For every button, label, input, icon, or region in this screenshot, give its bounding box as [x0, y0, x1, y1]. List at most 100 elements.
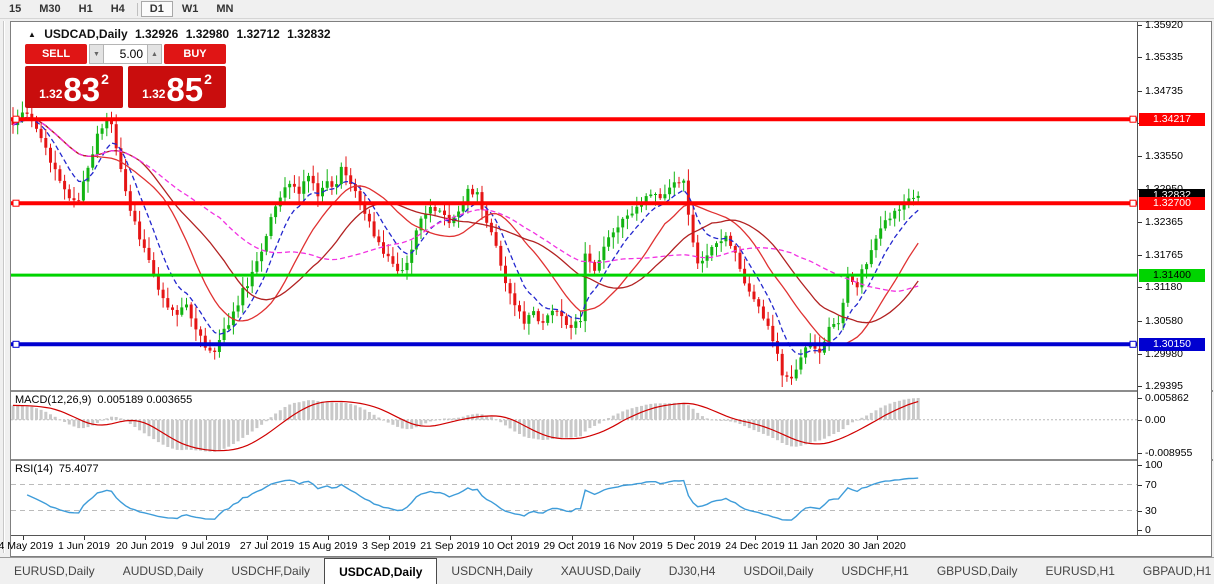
- price-tick-mark: [1138, 255, 1142, 256]
- price-tick-label: 1.29980: [1145, 348, 1183, 360]
- price-tick-mark: [1138, 354, 1142, 355]
- rsi-scale-tick: [1138, 465, 1142, 466]
- rsi-scale-tick: [1138, 530, 1142, 531]
- timeframe-button-H4[interactable]: H4: [110, 3, 125, 15]
- timeframe-toolbar: 15 M30 H1 H4 D1 W1 MN: [0, 0, 1214, 19]
- moving-average-lines: [12, 116, 919, 355]
- buy-price-big: 85: [166, 71, 204, 108]
- macd-scale-tick: [1138, 420, 1142, 421]
- date-label: 30 Jan 2020: [848, 540, 906, 552]
- price-tick-label: 1.35335: [1145, 51, 1183, 63]
- hline-tag-1.34217: 1.34217: [1139, 113, 1205, 126]
- pane-splitter-macd[interactable]: [11, 390, 1213, 392]
- hline-handle[interactable]: [12, 199, 20, 207]
- chart-tab-EURUSD-Daily[interactable]: EURUSD,Daily: [14, 564, 95, 578]
- rsi-scale-tick: [1138, 511, 1142, 512]
- hline-handle[interactable]: [1129, 340, 1137, 348]
- chart-tab-EURUSD-H1[interactable]: EURUSD,H1: [1045, 564, 1115, 578]
- date-label: 24 Dec 2019: [725, 540, 785, 552]
- chart-tab-DJ30-H4[interactable]: DJ30,H4: [668, 564, 716, 578]
- sell-price-prefix: 1.32: [39, 87, 63, 101]
- rsi-canvas[interactable]: [11, 461, 1137, 535]
- chart-tab-USDCHF-Daily[interactable]: USDCHF,Daily: [231, 564, 311, 578]
- date-label: 15 Aug 2019: [298, 540, 358, 552]
- timeframe-button-M30[interactable]: M30: [39, 3, 61, 15]
- date-tick-mark: [328, 536, 329, 540]
- macd-scale-label: 0.00: [1145, 414, 1166, 426]
- rsi-label: RSI(14) 75.4077: [15, 463, 99, 475]
- chart-tab-USDCAD-Daily[interactable]: USDCAD,Daily: [324, 558, 438, 584]
- sell-button[interactable]: SELL: [25, 44, 87, 64]
- timeframe-button-MN[interactable]: MN: [216, 3, 234, 15]
- hline-handle[interactable]: [12, 115, 20, 123]
- price-tick-mark: [1138, 222, 1142, 223]
- price-tick-mark: [1138, 91, 1142, 92]
- chart-tab-USDCNH-Daily[interactable]: USDCNH,Daily: [451, 564, 533, 578]
- buy-price-box[interactable]: 1.32 85 2: [128, 66, 226, 108]
- window-frame-groove: [3, 21, 5, 553]
- timeframe-button-15[interactable]: 15: [9, 3, 22, 15]
- date-tick-mark: [694, 536, 695, 540]
- date-tick-mark: [206, 536, 207, 540]
- chart-tab-USDCHF-H1[interactable]: USDCHF,H1: [841, 564, 909, 578]
- ohlc-open: 1.32926: [134, 27, 179, 41]
- price-tick-label: 1.30580: [1145, 315, 1183, 327]
- sell-price-big: 83: [63, 71, 101, 108]
- buy-price-pip: 2: [204, 71, 212, 87]
- date-label: 20 Jun 2019: [116, 540, 174, 552]
- rsi-scale-label: 70: [1145, 479, 1157, 491]
- macd-label: MACD(12,26,9) 0.005189 0.003655: [15, 394, 192, 406]
- price-axis[interactable]: 1.359201.353351.347351.341551.335501.329…: [1137, 19, 1211, 536]
- buy-button[interactable]: BUY: [164, 44, 226, 64]
- date-label: 21 Sep 2019: [420, 540, 480, 552]
- price-tick-mark: [1138, 386, 1142, 387]
- horizontal-lines: [11, 115, 1137, 348]
- hline-tag-1.32700: 1.32700: [1139, 197, 1205, 210]
- date-axis[interactable]: 14 May 2019 1 Jun 2019 20 Jun 2019 9 Jul 20…: [0, 535, 1211, 556]
- main-chart-canvas[interactable]: [11, 22, 1137, 390]
- chart-tab-XAUUSD-Daily[interactable]: XAUUSD,Daily: [560, 564, 641, 578]
- price-tick-label: 1.31765: [1145, 249, 1183, 261]
- price-tick-mark: [1138, 57, 1142, 58]
- pane-splitter-rsi[interactable]: [11, 459, 1213, 461]
- date-label: 1 Jun 2019: [58, 540, 110, 552]
- chart-tab-GBPAUD-H1[interactable]: GBPAUD,H1: [1142, 564, 1212, 578]
- hline-tag-1.30150: 1.30150: [1139, 338, 1205, 351]
- volume-down-button[interactable]: ▼: [89, 44, 104, 64]
- chart-tab-USDOil-Daily[interactable]: USDOil,Daily: [743, 564, 814, 578]
- date-tick-mark: [633, 536, 634, 540]
- timeframe-button-D1[interactable]: D1: [140, 1, 173, 17]
- chart-tab-AUDUSD-Daily[interactable]: AUDUSD,Daily: [122, 564, 204, 578]
- hline-handle[interactable]: [12, 340, 20, 348]
- macd-scale-label: 0.005862: [1145, 392, 1189, 404]
- date-label: 27 Jul 2019: [239, 540, 295, 552]
- window-left-frame: [0, 19, 10, 584]
- timeframe-button-W1[interactable]: W1: [181, 3, 199, 15]
- rsi-name: RSI(14): [15, 463, 53, 475]
- chart-symbol-label: USDCAD,Daily: [44, 27, 128, 41]
- date-tick-mark: [84, 536, 85, 540]
- hline-handle[interactable]: [1129, 199, 1137, 207]
- price-tick-mark: [1138, 287, 1142, 288]
- one-click-trading-panel: SELL ▼ ▲ BUY 1.32 83 2 1.32 85 2: [25, 44, 226, 108]
- chart-window: ▲ USDCAD,Daily 1.32926 1.32980 1.32712 1…: [0, 19, 1213, 557]
- ohlc-high: 1.32980: [185, 27, 230, 41]
- hline-tag-1.31400: 1.31400: [1139, 269, 1205, 282]
- collapse-icon[interactable]: ▲: [28, 30, 36, 39]
- sell-price-box[interactable]: 1.32 83 2: [25, 66, 123, 108]
- date-tick-mark: [511, 536, 512, 540]
- volume-up-button[interactable]: ▲: [147, 44, 162, 64]
- volume-input[interactable]: [104, 44, 147, 64]
- chart-title: ▲ USDCAD,Daily 1.32926 1.32980 1.32712 1…: [28, 27, 335, 41]
- date-label: 11 Jan 2020: [787, 540, 845, 552]
- macd-canvas[interactable]: [11, 392, 1137, 459]
- date-label: 5 Dec 2019: [667, 540, 721, 552]
- date-tick-mark: [816, 536, 817, 540]
- hline-handle[interactable]: [1129, 115, 1137, 123]
- macd-value: 0.005189: [97, 394, 144, 406]
- date-label: 10 Oct 2019: [482, 540, 540, 552]
- timeframe-button-H1[interactable]: H1: [78, 3, 93, 15]
- ohlc-low: 1.32712: [236, 27, 280, 41]
- rsi-scale-tick: [1138, 485, 1142, 486]
- chart-tab-GBPUSD-Daily[interactable]: GBPUSD,Daily: [936, 564, 1018, 578]
